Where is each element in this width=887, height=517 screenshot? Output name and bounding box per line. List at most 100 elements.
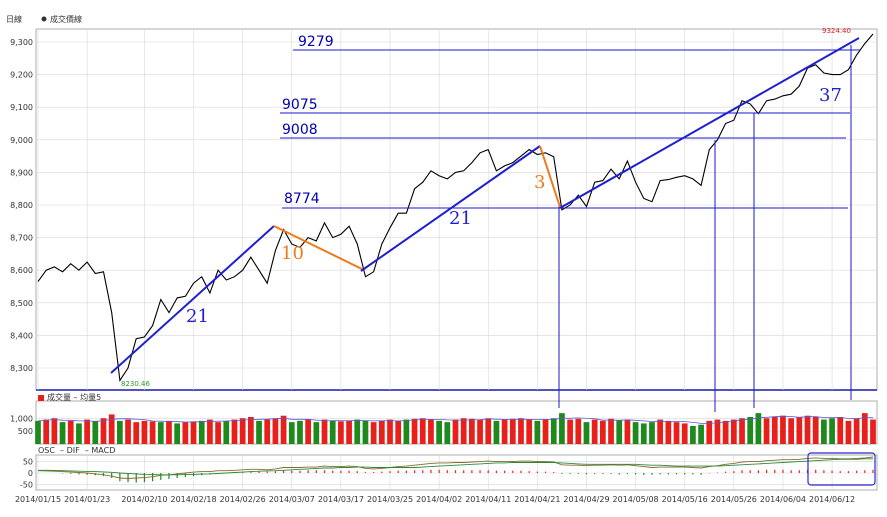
volume-bar: [485, 418, 492, 444]
x-tick-label: 2014/05/08: [613, 495, 659, 504]
volume-bar: [518, 418, 524, 444]
volume-bar: [673, 422, 680, 444]
volume-bar: [763, 418, 770, 444]
high-value-label: 9324.40: [822, 27, 851, 35]
volume-legend: 成交量 – 均量5: [38, 392, 101, 403]
macd-legend-osc: OSC: [38, 446, 55, 455]
price-y-tick: 8,500: [10, 299, 33, 308]
volume-bar: [133, 422, 140, 444]
volume-bar: [845, 420, 852, 444]
volume-bar: [780, 415, 786, 444]
volume-bar: [542, 419, 549, 444]
volume-bar: [509, 418, 516, 444]
volume-bar: [76, 423, 82, 444]
volume-bar: [346, 420, 352, 444]
volume-bars: [35, 413, 876, 444]
x-tick-label: 2014/06/04: [760, 495, 806, 504]
x-tick-label: 2014/03/07: [269, 495, 315, 504]
volume-bar: [755, 413, 762, 444]
volume-bar: [125, 419, 131, 444]
level-label-8774: 8774: [284, 191, 320, 207]
volume-bar: [706, 420, 713, 444]
level-lines: [280, 49, 860, 209]
volume-legend-label: 成交量: [47, 393, 71, 402]
macd-highlight-box: [807, 452, 876, 486]
volume-bar: [149, 421, 156, 444]
volume-bar: [313, 422, 320, 444]
x-tick-label: 2014/04/29: [563, 495, 609, 504]
chart-title: 日線: [6, 14, 22, 24]
volume-bar: [329, 420, 336, 444]
wave-count-1: 21: [186, 306, 209, 327]
volume-bar: [870, 419, 876, 444]
volume-bar: [698, 424, 704, 444]
volume-bar: [297, 420, 303, 444]
volume-y-tick: 500: [18, 427, 33, 436]
macd-legend-dif: DIF: [66, 446, 80, 455]
correction-line-2: [539, 145, 561, 208]
volume-bar: [861, 413, 868, 444]
x-tick-label: 2014/05/26: [711, 495, 757, 504]
volume-bar: [272, 418, 279, 444]
level-label-9279: 9279: [298, 34, 334, 50]
volume-bar: [362, 420, 369, 444]
pullback-count-2: 3: [534, 172, 545, 193]
trend-line-wave2: [360, 145, 541, 272]
price-y-tick: 8,300: [10, 364, 33, 373]
volume-bar: [722, 420, 729, 444]
volume-bar: [591, 419, 598, 444]
axis-layer: 8,300 8,400 8,500 8,600 8,700 8,800 8,900 9,000…: [10, 38, 855, 504]
volume-bar: [223, 420, 230, 444]
volume-bar: [338, 421, 344, 444]
volume-bar: [231, 419, 238, 444]
macd-legend-sep2: –: [82, 446, 92, 455]
correction-line-1: [273, 225, 365, 271]
level-label-9008: 9008: [282, 122, 318, 138]
volume-bar: [387, 419, 393, 444]
x-tick-label: 2014/05/16: [662, 495, 708, 504]
macd-y-tick: -50: [20, 480, 33, 489]
volume-bar: [452, 419, 459, 444]
macd-panel-frame: [35, 454, 878, 491]
x-tick-label: 2014/03/17: [318, 495, 364, 504]
volume-bar: [403, 419, 410, 444]
macd-legend: OSC – DIF – MACD: [38, 446, 115, 455]
price-y-tick: 9,300: [10, 38, 33, 47]
volume-bar: [690, 426, 696, 444]
volume-bar: [559, 413, 565, 444]
price-legend-label: 成交價線: [50, 14, 82, 24]
volume-bar: [567, 419, 573, 444]
macd-legend-macd: MACD: [91, 446, 116, 455]
volume-bar: [207, 419, 213, 444]
volume-bar: [575, 418, 582, 444]
volume-bar: [411, 418, 418, 444]
x-tick-label: 2014/02/18: [170, 495, 216, 504]
volume-bar: [419, 418, 426, 444]
x-tick-label: 2014/06/12: [809, 495, 855, 504]
price-y-tick: 8,600: [10, 266, 33, 275]
volume-bar: [477, 419, 483, 444]
vertical-markers: [558, 45, 852, 412]
wave-count-2: 21: [449, 208, 472, 229]
volume-bar: [616, 420, 623, 444]
x-tick-label: 2014/04/02: [416, 495, 462, 504]
volume-bar: [608, 418, 614, 444]
volume-bar: [141, 420, 148, 444]
volume-bar: [837, 417, 844, 444]
price-y-tick: 9,000: [10, 136, 33, 145]
price-y-tick: 9,200: [10, 71, 33, 80]
volume-bar: [444, 422, 451, 444]
x-tick-label: 2014/03/25: [367, 495, 413, 504]
volume-bar: [280, 415, 287, 444]
volume-bar: [428, 419, 434, 444]
volume-y-tick: 1,000: [10, 414, 33, 423]
trend-lines: [110, 37, 860, 374]
price-y-tick: 8,700: [10, 234, 33, 243]
volume-bar: [534, 420, 541, 444]
volume-bar: [43, 419, 50, 444]
volume-legend-swatch: [38, 394, 44, 401]
level-label-9075: 9075: [282, 97, 318, 113]
price-y-tick: 8,400: [10, 331, 33, 340]
volume-bar: [460, 418, 467, 444]
volume-bar: [321, 419, 328, 444]
